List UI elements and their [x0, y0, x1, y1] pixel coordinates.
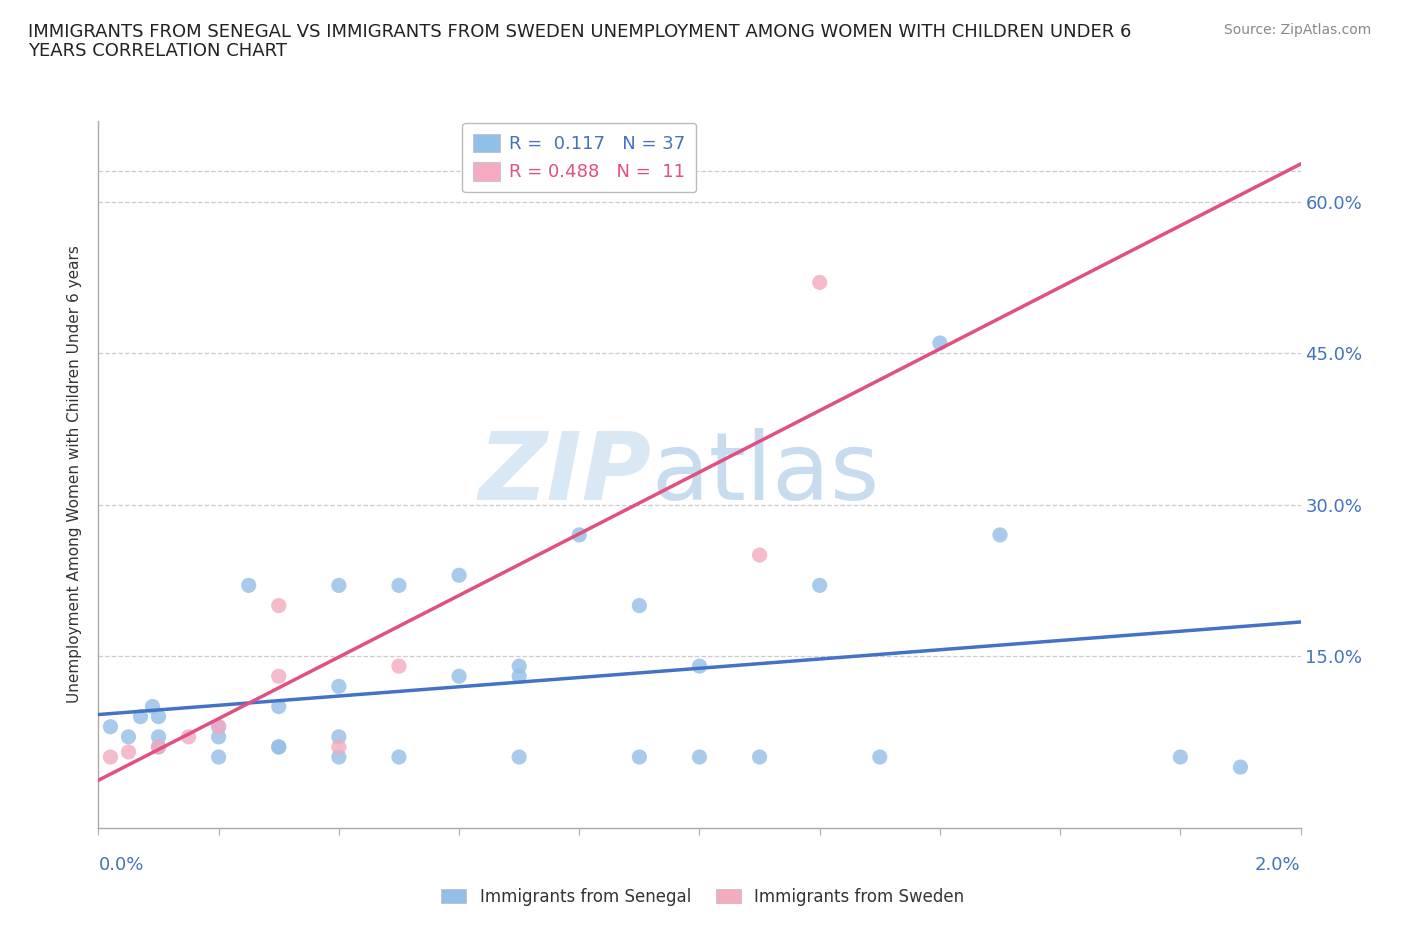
Point: [689, 750, 711, 764]
Point: [267, 669, 290, 684]
Point: [328, 679, 350, 694]
Point: [208, 750, 231, 764]
Point: [988, 527, 1011, 542]
Point: [267, 739, 290, 754]
Y-axis label: Unemployment Among Women with Children Under 6 years: Unemployment Among Women with Children U…: [67, 246, 83, 703]
Point: [388, 658, 411, 673]
Point: [568, 527, 591, 542]
Point: [748, 750, 770, 764]
Point: [208, 719, 231, 734]
Point: [100, 719, 122, 734]
Point: [328, 729, 350, 744]
Point: [148, 710, 170, 724]
Point: [508, 750, 530, 764]
Point: [748, 548, 770, 563]
Point: [328, 578, 350, 592]
Legend: R =  0.117   N = 37, R = 0.488   N =  11: R = 0.117 N = 37, R = 0.488 N = 11: [463, 123, 696, 193]
Point: [238, 578, 260, 592]
Point: [808, 578, 831, 592]
Text: atlas: atlas: [651, 429, 880, 520]
Point: [689, 658, 711, 673]
Text: Source: ZipAtlas.com: Source: ZipAtlas.com: [1223, 23, 1371, 37]
Point: [1168, 750, 1191, 764]
Point: [928, 336, 950, 351]
Point: [628, 750, 651, 764]
Legend: Immigrants from Senegal, Immigrants from Sweden: Immigrants from Senegal, Immigrants from…: [434, 881, 972, 912]
Point: [100, 750, 122, 764]
Point: [328, 739, 350, 754]
Point: [208, 729, 231, 744]
Point: [1229, 760, 1251, 775]
Point: [388, 578, 411, 592]
Point: [141, 699, 163, 714]
Point: [267, 699, 290, 714]
Point: [508, 658, 530, 673]
Point: [267, 739, 290, 754]
Text: YEARS CORRELATION CHART: YEARS CORRELATION CHART: [28, 42, 287, 60]
Point: [117, 745, 139, 760]
Point: [869, 750, 891, 764]
Text: IMMIGRANTS FROM SENEGAL VS IMMIGRANTS FROM SWEDEN UNEMPLOYMENT AMONG WOMEN WITH : IMMIGRANTS FROM SENEGAL VS IMMIGRANTS FR…: [28, 23, 1132, 41]
Point: [328, 750, 350, 764]
Point: [628, 598, 651, 613]
Point: [808, 275, 831, 290]
Text: ZIP: ZIP: [478, 429, 651, 520]
Point: [447, 669, 470, 684]
Text: 2.0%: 2.0%: [1256, 856, 1301, 873]
Point: [117, 729, 139, 744]
Point: [267, 598, 290, 613]
Point: [129, 710, 152, 724]
Point: [447, 568, 470, 583]
Point: [148, 739, 170, 754]
Text: 0.0%: 0.0%: [98, 856, 143, 873]
Point: [148, 729, 170, 744]
Point: [388, 750, 411, 764]
Point: [148, 739, 170, 754]
Point: [508, 669, 530, 684]
Point: [208, 719, 231, 734]
Point: [177, 729, 200, 744]
